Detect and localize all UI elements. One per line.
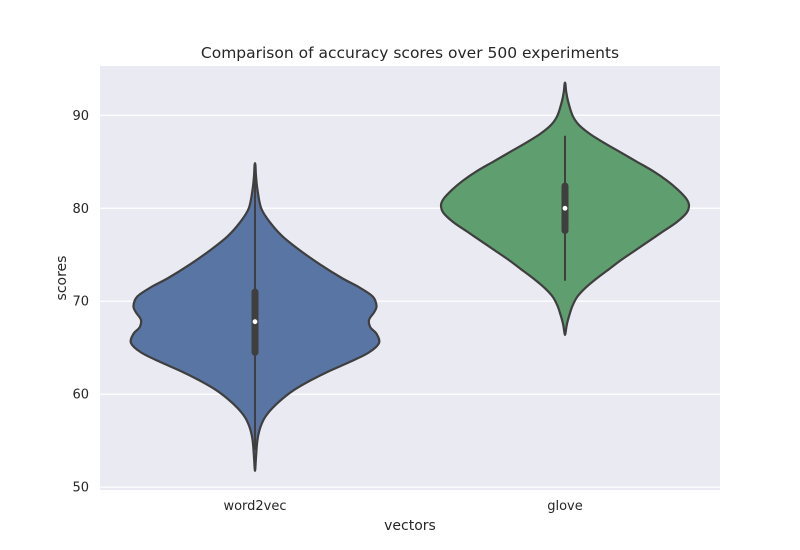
- violin-median-point: [252, 319, 258, 325]
- violin-median-point: [562, 205, 568, 211]
- y-tick-label: 50: [72, 481, 89, 496]
- y-tick-label: 90: [72, 109, 89, 124]
- chart-title: Comparison of accuracy scores over 500 e…: [201, 44, 619, 62]
- x-axis-label: vectors: [384, 518, 436, 534]
- x-tick-label: glove: [547, 499, 583, 514]
- y-tick-label: 80: [72, 202, 89, 217]
- x-tick-label: word2vec: [223, 499, 286, 514]
- violins: [129, 81, 691, 472]
- y-tick-label: 70: [72, 295, 89, 310]
- y-axis-label: scores: [54, 256, 70, 301]
- y-tick-label: 60: [72, 388, 89, 403]
- tick-labels: 50 60 70 80 90 word2vec glove: [72, 109, 582, 514]
